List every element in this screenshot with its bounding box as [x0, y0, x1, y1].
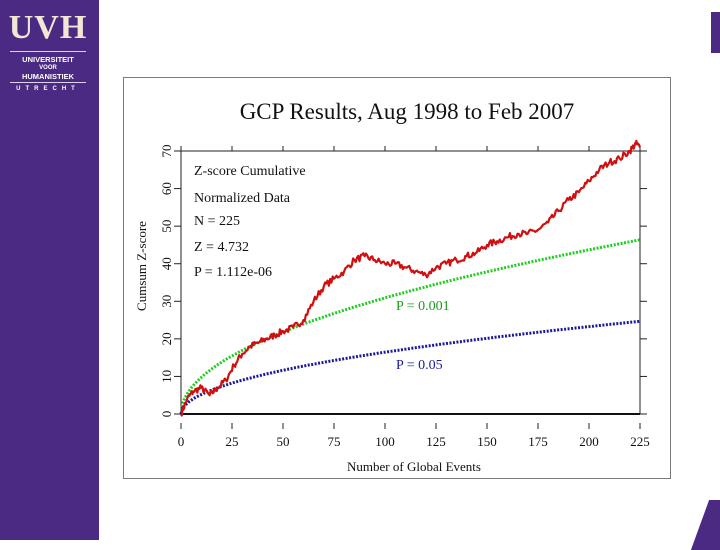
- y-tick-label: 50: [159, 220, 174, 233]
- university-logo: UVH UNIVERSITEIT VOOR HUMANISTIEK UTRECH…: [6, 8, 90, 100]
- x-tick-label: 125: [426, 434, 446, 449]
- logo-line-1: UNIVERSITEIT: [22, 55, 74, 64]
- x-tick-label: 100: [375, 434, 395, 449]
- x-tick-label: 175: [528, 434, 548, 449]
- chart-panel: GCP Results, Aug 1998 to Feb 2007 Number…: [123, 77, 671, 479]
- p05-curve: [179, 319, 641, 415]
- logo-rule: [10, 51, 86, 52]
- y-tick-label: 30: [159, 295, 174, 308]
- x-tick-group: 0 25 50 75 100 125 150 175 200 225: [178, 146, 650, 449]
- sidebar-band: UVH UNIVERSITEIT VOOR HUMANISTIEK UTRECH…: [0, 0, 99, 540]
- logo-rule: [10, 82, 86, 83]
- x-tick-label: 200: [579, 434, 599, 449]
- logo-mark: UVH: [8, 9, 88, 46]
- annotation-line-3: N = 225: [194, 214, 240, 229]
- x-tick-label: 75: [328, 434, 341, 449]
- p05-curve-label: P = 0.05: [396, 358, 443, 373]
- x-axis-label: Number of Global Events: [347, 459, 481, 474]
- y-tick-label: 40: [159, 257, 174, 270]
- annotation-line-4: Z = 4.732: [194, 240, 249, 255]
- logo-line-4: UTRECHT: [16, 86, 80, 92]
- annotation-line-5: P = 1.112e-06: [194, 265, 272, 280]
- y-tick-label: 70: [159, 145, 174, 158]
- logo-line-3: HUMANISTIEK: [21, 72, 75, 81]
- brand-edge-right: [711, 12, 720, 53]
- y-tick-label: 60: [159, 182, 174, 195]
- gcp-chart: GCP Results, Aug 1998 to Feb 2007 Number…: [134, 99, 650, 474]
- logo-line-2: VOOR: [39, 65, 57, 71]
- plot-frame: [180, 150, 641, 415]
- x-tick-label: 225: [630, 434, 650, 449]
- p001-curve-label: P = 0.001: [396, 299, 450, 314]
- chart-title: GCP Results, Aug 1998 to Feb 2007: [240, 99, 575, 124]
- y-axis-label: Cumsum Z-score: [134, 221, 149, 311]
- x-tick-label: 50: [277, 434, 290, 449]
- brand-edge-bottom: [690, 500, 720, 550]
- x-tick-label: 150: [477, 434, 497, 449]
- x-tick-label: 0: [178, 434, 185, 449]
- x-tick-label: 25: [226, 434, 239, 449]
- curve-group: [179, 139, 642, 417]
- y-tick-label: 20: [159, 332, 174, 345]
- y-tick-group: 0 10 20 30 40 50 60 70: [159, 145, 647, 418]
- annotation-line-1: Z-score Cumulative: [194, 164, 306, 179]
- observed-curve: [180, 139, 642, 417]
- y-tick-label: 10: [159, 370, 174, 383]
- annotation-line-2: Normalized Data: [194, 191, 291, 206]
- y-tick-label: 0: [159, 411, 174, 418]
